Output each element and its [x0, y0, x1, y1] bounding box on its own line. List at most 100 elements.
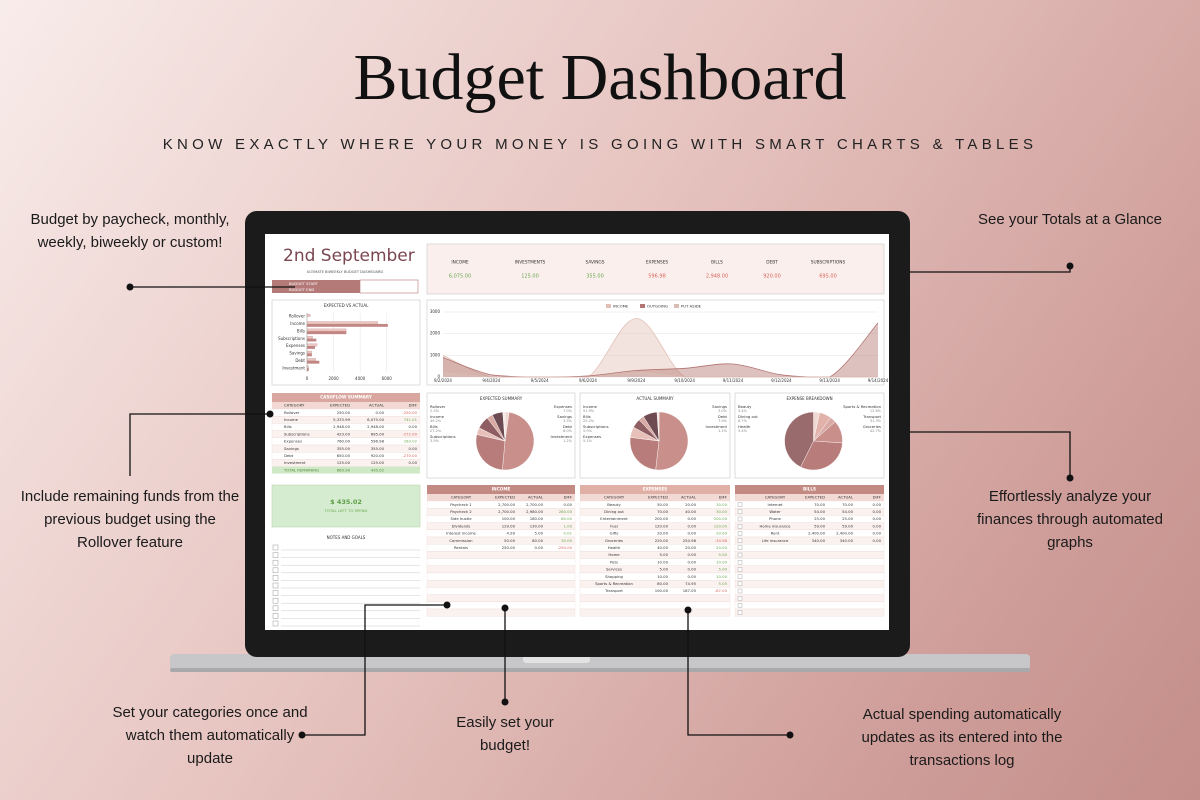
x-tick-label: 9/6/2024 [579, 378, 597, 383]
checkbox [737, 552, 743, 558]
left-label: TOTAL LEFT TO SPEND [324, 508, 368, 513]
checkbox [737, 588, 743, 594]
table-cell: 30.00 [561, 538, 572, 543]
checkbox [272, 590, 279, 596]
table-cell: 50.00 [657, 502, 668, 507]
table-cell: 355.00 [371, 446, 385, 451]
checkbox [737, 545, 743, 550]
checkbox [737, 567, 743, 572]
table-cell: -250.00 [557, 545, 572, 550]
checkbox [737, 610, 743, 615]
callout: See your Totals at a Glance [978, 211, 1162, 228]
table-row [426, 594, 576, 602]
bar [306, 358, 316, 362]
table-cell: 40.00 [685, 509, 696, 514]
pie-slice [502, 412, 535, 471]
table-cell: 20.00 [716, 531, 727, 536]
table-title-bar [735, 485, 884, 494]
table-cell: 163.02 [404, 439, 418, 444]
table-row [579, 594, 731, 602]
page-subtitle: KNOW EXACTLY WHERE YOUR MONEY IS GOING W… [162, 136, 1038, 153]
table-cell: 0.00 [688, 552, 697, 557]
table-row [734, 515, 885, 523]
table-cell: Gifts [610, 531, 619, 536]
table-cell: 125.00 [371, 460, 385, 465]
table-cell: -250.00 [402, 410, 417, 415]
table-cell: -272.00 [402, 431, 417, 436]
table-cell: 0.00 [873, 516, 882, 521]
checkbox [272, 559, 279, 566]
chart-title: EXPECTED VS ACTUAL [324, 303, 369, 308]
pie-label: Health [738, 424, 751, 429]
table-cell: 0.00 [688, 523, 697, 528]
column-header: EXPECTED [805, 495, 825, 500]
table-cell: Pets [610, 559, 618, 564]
callout-line [129, 413, 270, 476]
table-row [579, 558, 731, 566]
table-cell: 80.00 [657, 581, 668, 586]
table-cell: Shopping [605, 574, 623, 579]
left-to-spend [271, 484, 421, 528]
table-cell: 5,333.99 [333, 417, 350, 422]
bar [306, 314, 311, 317]
column-header: CATEGORY [284, 403, 305, 408]
chart-title: ACTUAL SUMMARY [636, 396, 674, 401]
table-cell: 5.00 [660, 567, 669, 572]
callout-dot [501, 604, 509, 612]
left-value: $ 435.02 [330, 498, 362, 506]
table-cell: Savings [284, 446, 299, 451]
pie-value-label: 12.6% [870, 409, 882, 413]
checkbox [737, 516, 743, 522]
pie-value-label: 1.2% [563, 439, 573, 443]
pie-value-label: 49.2% [430, 419, 442, 423]
budget-end: BUDGET END [289, 287, 314, 292]
table-cell: 200.00 [714, 516, 728, 521]
table-header [272, 402, 420, 409]
table-cell: 100.00 [502, 516, 516, 521]
column-header: DIFF [719, 495, 727, 500]
callout-dot [1066, 262, 1074, 270]
table-row [579, 544, 731, 552]
table-cell: 0.00 [688, 559, 697, 564]
checkbox [737, 531, 743, 536]
column-header: DIFF [409, 403, 417, 408]
y-tick-label: 0 [437, 374, 440, 379]
checkbox [737, 596, 743, 601]
pie-slice [655, 411, 689, 471]
table-title: INCOME [492, 487, 511, 492]
table-cell: 120.00 [655, 523, 669, 528]
area-fill [443, 318, 878, 377]
table-cell: 254.98 [683, 538, 697, 543]
table-row [734, 508, 885, 516]
page-title: Budget Dashboard [353, 41, 847, 114]
table-cell: 5.05 [719, 581, 728, 586]
panel [426, 243, 885, 295]
callout-dot [1066, 474, 1074, 482]
y-tick-label: Subscriptions [278, 336, 305, 341]
x-tick-label: 0 [306, 376, 309, 381]
pie-slice [784, 411, 814, 468]
chart-title: EXPECTED SUMMARY [480, 396, 523, 401]
table-cell: 0.00 [409, 424, 418, 429]
table-cell: 100.00 [655, 588, 669, 593]
x-tick-label: 9/9/2024 [627, 378, 645, 383]
pie-label: Income [430, 414, 445, 419]
panel [426, 299, 885, 386]
table-cell: 54.00 [842, 509, 853, 514]
pie-label: Transport [862, 414, 881, 419]
table-cell: Expenses [284, 439, 302, 444]
bar [306, 338, 317, 342]
table-cell: -270.00 [402, 453, 417, 458]
table-row [426, 565, 576, 574]
total-value: 596.98 [648, 274, 666, 280]
table-cell: 0.01 [564, 531, 573, 536]
column-header: CATEGORY [451, 495, 472, 500]
table-title-bar [580, 485, 730, 494]
table-cell: 1.00 [564, 523, 573, 528]
pie-label: Subscriptions [583, 424, 609, 429]
table-cell: Commission [449, 538, 473, 543]
pie-value-label: 3.3% [563, 419, 573, 423]
callout: Effortlessly analyze your finances throu… [977, 488, 1163, 551]
table-cell: 0.00 [688, 531, 697, 536]
